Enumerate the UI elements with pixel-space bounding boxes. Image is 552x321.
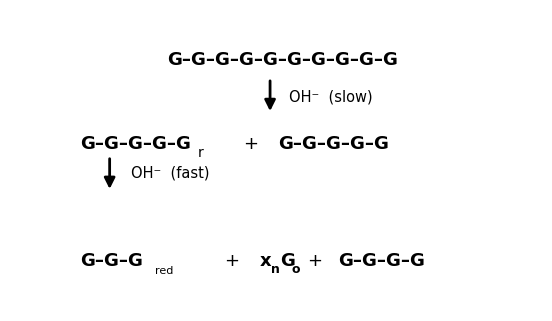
Text: OH⁻  (fast): OH⁻ (fast) [131,166,210,181]
Text: OH⁻  (slow): OH⁻ (slow) [289,89,373,104]
Text: G–G–G–G–G: G–G–G–G–G [279,134,390,152]
Text: +: + [243,134,258,152]
Text: +: + [224,252,239,270]
Text: red: red [155,266,173,276]
Text: G–G–G–G: G–G–G–G [338,252,426,270]
Text: o: o [291,263,300,276]
Text: r: r [198,146,203,160]
Text: n: n [272,263,280,276]
Text: G–G–G: G–G–G [79,252,142,270]
Text: +: + [307,252,322,270]
Text: G: G [280,252,295,270]
Text: x: x [259,252,271,270]
Text: G–G–G–G–G–G–G–G–G–G: G–G–G–G–G–G–G–G–G–G [167,51,399,69]
Text: G–G–G–G–G: G–G–G–G–G [79,134,190,152]
